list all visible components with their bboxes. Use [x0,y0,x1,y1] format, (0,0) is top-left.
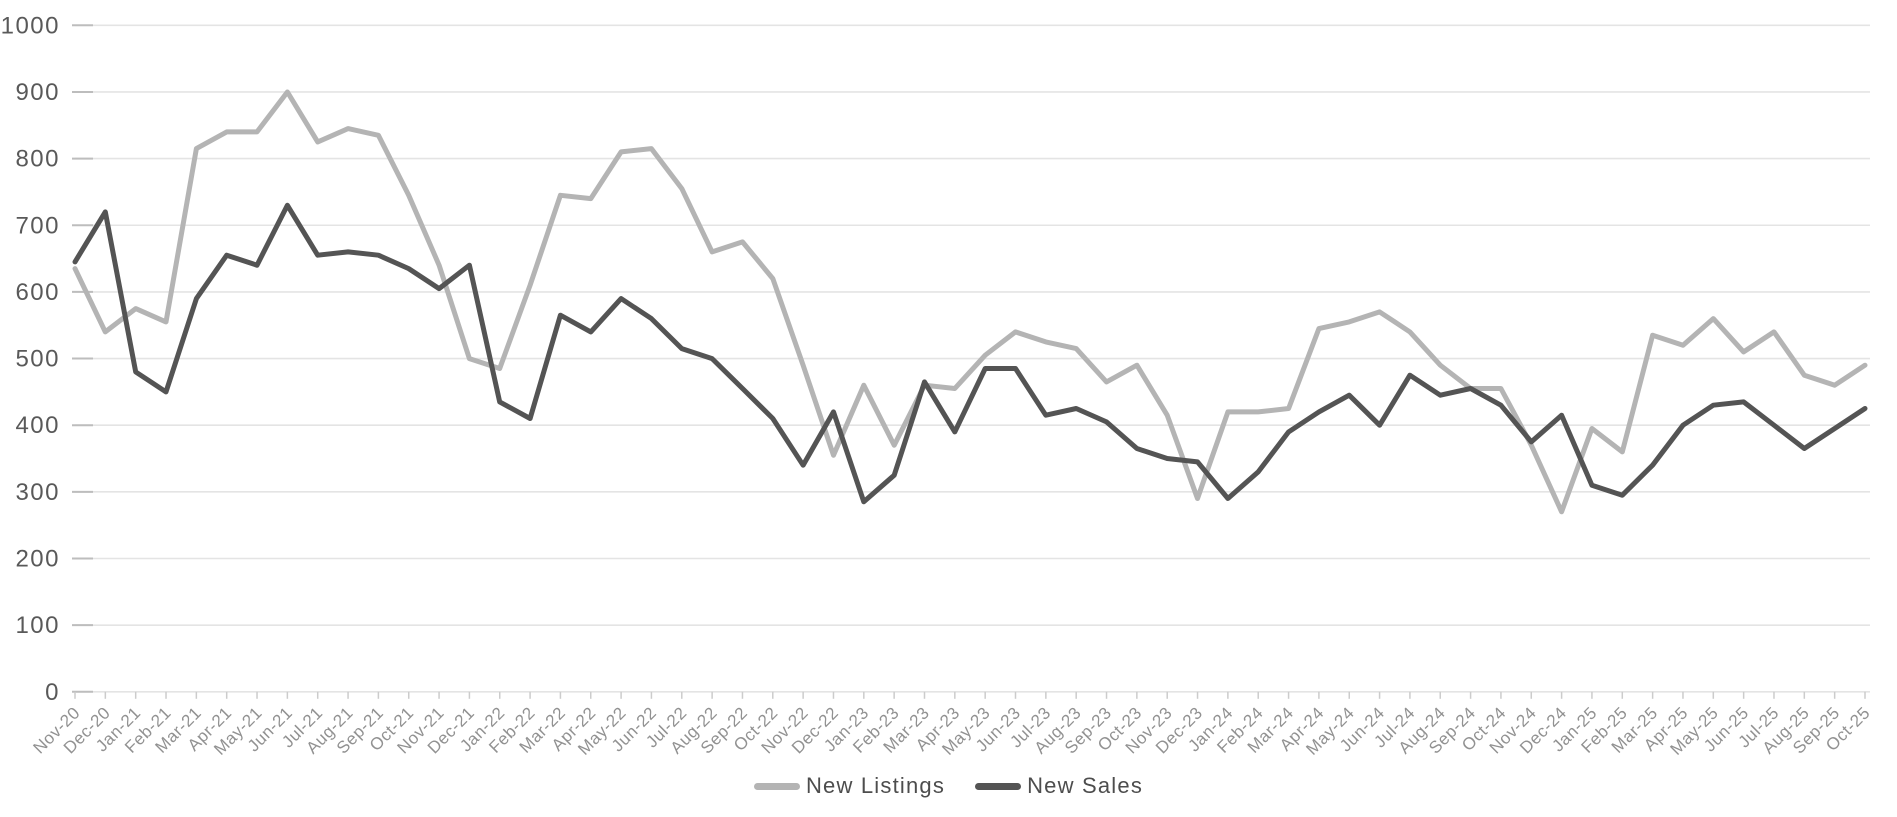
new-listings-line-swatch-icon [753,782,800,790]
y-axis-label-200: 200 [15,546,60,573]
y-axis-label-500: 500 [15,346,60,373]
new-sales-line-swatch-icon [975,782,1022,790]
data-series-lines [72,89,1868,515]
legend-label-new-listings: New Listings [805,773,946,798]
y-axis-label-900: 900 [15,79,60,106]
y-axis-label-800: 800 [15,146,60,173]
new-sales-line [72,202,1868,505]
y-axis-label-0: 0 [45,679,60,706]
x-axis-labels: Nov-20Dec-20Jan-21Feb-21Mar-21Apr-21May-… [30,703,1874,759]
y-axis-tick-marks [72,24,93,693]
x-axis-tick-marks [74,691,1866,699]
y-axis-label-600: 600 [15,279,60,306]
y-axis-label-700: 700 [15,212,60,239]
y-axis-label-100: 100 [15,612,60,639]
legend-label-new-sales: New Sales [1027,773,1144,798]
new-listings-line [72,89,1868,515]
y-axis-label-400: 400 [15,412,60,439]
chart-legend: New Listings New Sales [0,766,1897,806]
y-axis-label-1000: 1000 [1,12,60,39]
legend-item-new-listings: New Listings [753,773,946,799]
legend-item-new-sales: New Sales [975,773,1143,799]
y-axis-labels: 0 100 200 300 400 500 600 700 800 900 1000 [1,12,60,706]
y-axis-label-300: 300 [15,479,60,506]
gridlines [75,24,1870,693]
